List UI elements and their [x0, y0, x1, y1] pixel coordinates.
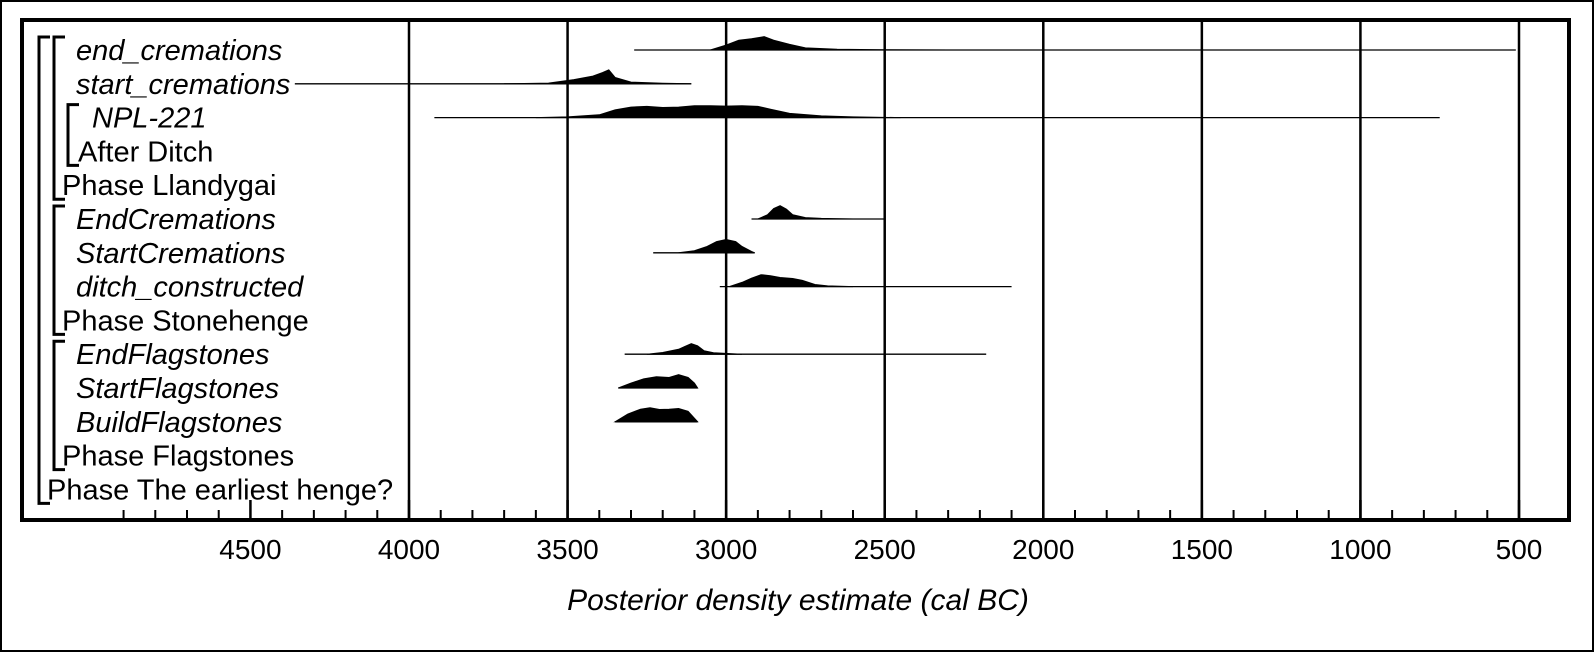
row-label: EndFlagstones	[76, 339, 269, 371]
x-tick-label: 4000	[378, 534, 440, 565]
bracket-stonehenge	[52, 204, 65, 336]
bracket-outer	[37, 35, 50, 505]
row-label: Phase Llandygai	[62, 170, 276, 202]
x-axis-title: Posterior density estimate (cal BC)	[567, 584, 1029, 617]
density-curve	[678, 238, 755, 254]
density-curve	[535, 105, 901, 119]
row-label: end_cremations	[76, 35, 282, 67]
x-tick-label: 2000	[1012, 534, 1074, 565]
phase-brackets	[37, 35, 79, 505]
row-label: start_cremations	[76, 69, 290, 101]
row-label: ditch_constructed	[76, 272, 304, 304]
row-label: Phase Flagstones	[62, 441, 294, 473]
row-label: Phase The earliest henge?	[47, 474, 393, 506]
bracket-after-ditch	[66, 103, 79, 167]
density-curve	[613, 407, 699, 423]
x-tick-label: 4500	[219, 534, 281, 565]
row-label: EndCremations	[76, 204, 276, 236]
row-label: StartFlagstones	[76, 373, 279, 405]
density-distributions	[294, 36, 1516, 423]
density-curve	[504, 69, 692, 85]
density-curve	[757, 205, 854, 220]
row-label: NPL-221	[92, 103, 206, 135]
x-axis-ticks: 4500 4000 3500 3000 2500 2000 1500 1000 500	[122, 500, 1543, 565]
row-label: Phase Stonehenge	[62, 305, 309, 337]
density-curve	[646, 343, 743, 355]
row-label: StartCremations	[76, 238, 286, 270]
x-tick-label: 1500	[1171, 534, 1233, 565]
x-tick-label: 3000	[695, 534, 757, 565]
x-tick-label: 500	[1496, 534, 1543, 565]
row-label: BuildFlagstones	[76, 407, 282, 439]
x-tick-label: 2500	[854, 534, 916, 565]
x-tick-label: 1000	[1329, 534, 1391, 565]
bracket-flagstones	[52, 339, 65, 472]
row-labels: end_cremationsstart_cremationsNPL-221Aft…	[47, 35, 393, 506]
bracket-llandygai	[52, 35, 65, 201]
density-curve	[618, 374, 699, 389]
plot-frame	[20, 18, 1571, 522]
grid-lines	[407, 20, 1521, 520]
x-tick-label: 3500	[536, 534, 598, 565]
density-curve	[710, 36, 949, 51]
density-curve	[729, 274, 854, 288]
row-label: After Ditch	[78, 136, 213, 168]
